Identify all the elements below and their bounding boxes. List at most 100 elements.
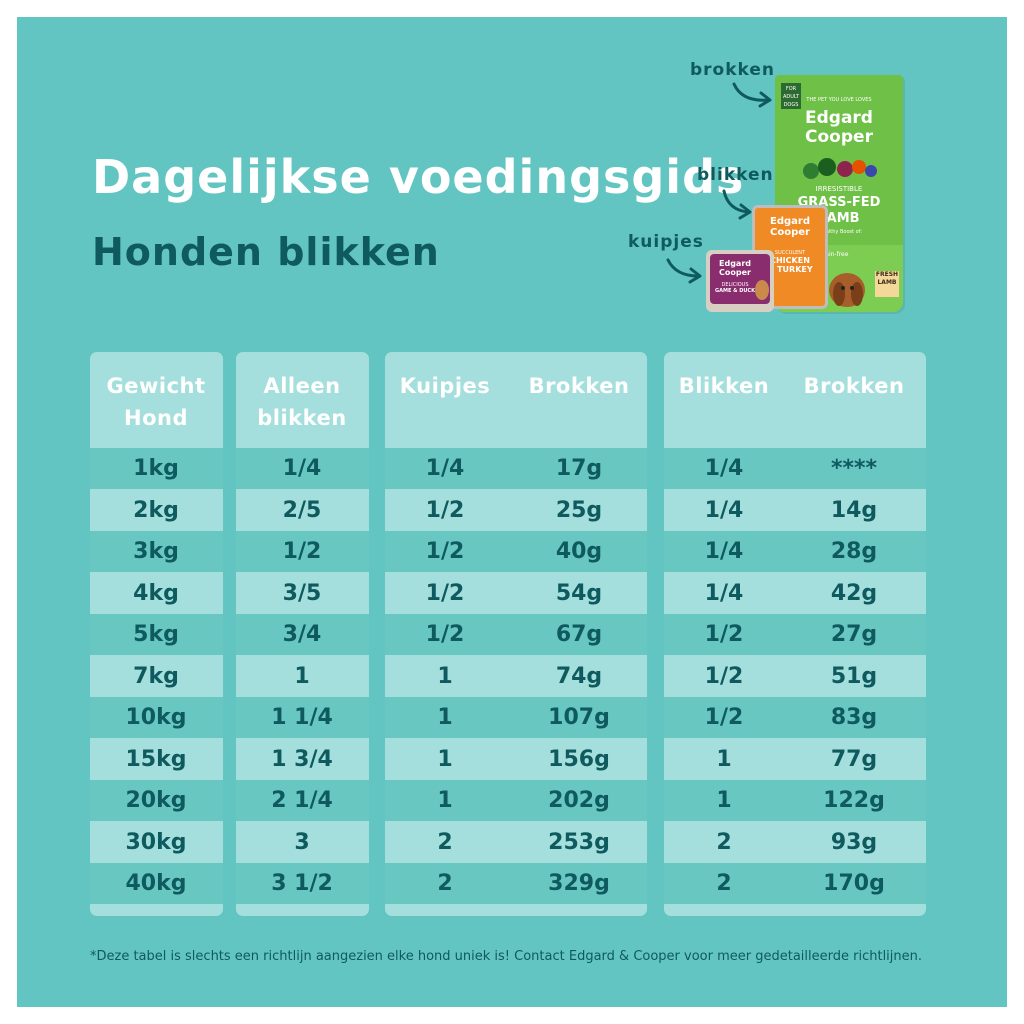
table-cell: 42g: [830, 580, 878, 606]
table-row: 1/2 83g: [664, 697, 926, 738]
table-row: 7kg: [90, 656, 223, 697]
bag-brand: Edgard Cooper: [805, 108, 873, 147]
table-cell: 15kg: [125, 746, 187, 772]
column-header: Gewicht Hond: [106, 374, 206, 430]
column-header: Brokken: [803, 374, 905, 398]
bag-line1: IRRESISTIBLE: [815, 185, 863, 193]
table-cell: 1: [716, 746, 732, 772]
table-cell: 1/2: [282, 539, 322, 564]
table-cell: 1: [294, 663, 310, 689]
page-subtitle: Honden blikken: [92, 230, 440, 274]
table-cell: 1/2: [425, 539, 465, 564]
table-row: 1/2: [236, 531, 369, 572]
table-row: 1/4 42g: [664, 573, 926, 614]
table-header: Gewicht Hond: [90, 352, 223, 448]
table-cell: 40kg: [125, 871, 187, 896]
table-cell: 1/4: [704, 456, 744, 481]
table-cell: 1: [437, 746, 453, 772]
table-cell: 14g: [830, 497, 878, 523]
table-header: Kuipjes Brokken: [385, 352, 647, 448]
table-cell: 7kg: [133, 663, 179, 689]
table-row: 2kg: [90, 490, 223, 531]
table-row: 1/4 17g: [385, 448, 647, 489]
dog-icon: [755, 280, 769, 300]
table-row: 1 1/4: [236, 697, 369, 738]
table-row: 10kg: [90, 697, 223, 738]
table-cell: 1kg: [133, 456, 179, 481]
table-cell: 2/5: [282, 497, 322, 523]
table-cell: 3/5: [282, 580, 322, 606]
table-cell: 83g: [830, 705, 878, 730]
can-brand: Edgard Cooper: [770, 216, 810, 238]
table-row: 2 170g: [664, 863, 926, 904]
table-cell: 1/4: [704, 539, 744, 564]
table-cell: 2: [716, 871, 732, 896]
table-cell: 1/4: [704, 497, 744, 523]
table-row: 1/2 25g: [385, 490, 647, 531]
table-row: 2 253g: [385, 822, 647, 863]
tray-line1: DELICIOUS: [721, 282, 749, 288]
table-cell: 54g: [555, 580, 603, 606]
arrow-icon: [722, 189, 752, 220]
column-header: Brokken: [528, 374, 630, 398]
table-header: Alleen blikken: [236, 352, 369, 448]
label-brokken: brokken: [690, 60, 776, 80]
table-cell: 77g: [830, 746, 878, 772]
table-row: 1/2 67g: [385, 614, 647, 655]
table-cell: 253g: [548, 829, 610, 855]
table-row: 1 3/4: [236, 739, 369, 780]
table-cell: 107g: [548, 705, 610, 730]
table-row: 3kg: [90, 531, 223, 572]
tray-image: Edgard Cooper DELICIOUS GAME & DUCK: [706, 250, 774, 312]
bag-line3: LAMB: [818, 211, 860, 226]
table-row: 4kg: [90, 573, 223, 614]
table-cell: 2kg: [133, 497, 179, 523]
table-cell: 30kg: [125, 829, 187, 855]
table-row: 3/5: [236, 573, 369, 614]
table-cell: 3/4: [282, 622, 322, 647]
table-cell: 20kg: [125, 788, 187, 813]
table-cell: 3kg: [133, 539, 179, 564]
bag-tab: FOR ADULT DOGS: [781, 83, 801, 109]
table-cell: 122g: [823, 788, 885, 813]
table-row: 20kg: [90, 780, 223, 821]
table-cell: 2: [437, 829, 453, 855]
table-row: 1/4: [236, 448, 369, 489]
table-cell: 1: [716, 788, 732, 813]
table-row: 30kg: [90, 822, 223, 863]
table-cell: 67g: [555, 622, 603, 647]
table-cell: 1/2: [425, 497, 465, 523]
bag-boost: Healthy Boost of:: [819, 229, 862, 235]
table-cell: 1: [437, 663, 453, 689]
bag-grain: grain-free: [819, 251, 849, 258]
table-cell: 2: [437, 871, 453, 896]
table-cell: 1/4: [282, 456, 322, 481]
can-line1: SUCCULENT: [774, 250, 806, 256]
table-row: 2 329g: [385, 863, 647, 904]
bag-fresh: FRESH LAMB: [875, 271, 899, 297]
table-row: 1/2 54g: [385, 573, 647, 614]
label-blikken: blikken: [697, 165, 774, 185]
arrow-icon: [732, 82, 772, 108]
table-cell: 2 1/4: [271, 788, 333, 813]
table-row: 1 74g: [385, 656, 647, 697]
table-cell: 40g: [555, 539, 603, 564]
table-cell: 93g: [830, 829, 878, 855]
table-header: Blikken Brokken: [664, 352, 926, 448]
table-cell: 25g: [555, 497, 603, 523]
table-row: 1: [236, 656, 369, 697]
table-cell: 156g: [548, 746, 610, 772]
cans-only-table: Alleen blikken 1/4 2/5 1/2 3/5 3/4 1 1 1/4 1 3/4…: [236, 352, 369, 916]
table-cell: 1: [437, 788, 453, 813]
table-row: 1 156g: [385, 739, 647, 780]
table-cell: 1/2: [704, 663, 744, 689]
table-row: 40kg: [90, 863, 223, 904]
weight-table: Gewicht Hond 1kg 2kg 3kg 4kg 5kg 7kg 10kg 15kg 20…: [90, 352, 223, 916]
table-row: 3 1/2: [236, 863, 369, 904]
table-row: 3: [236, 822, 369, 863]
table-row: 15kg: [90, 739, 223, 780]
table-row: 1/4 ****: [664, 448, 926, 489]
table-cell: 28g: [830, 539, 878, 564]
table-cell: 3: [294, 829, 310, 855]
table-row: 1 122g: [664, 780, 926, 821]
